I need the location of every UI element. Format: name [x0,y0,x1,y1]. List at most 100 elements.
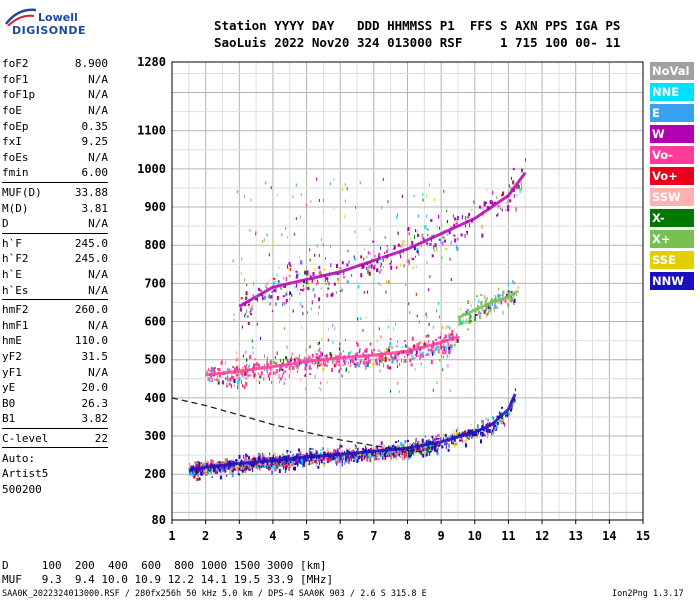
echo-point [285,300,287,304]
echo-point [271,310,273,312]
echo-point [418,320,420,324]
echo-point [260,374,262,377]
param-label: hmE [2,334,22,348]
echo-point [299,215,301,219]
echo-point [300,461,303,466]
echo-point [336,461,338,466]
echo-point [259,375,262,379]
logo-text-digisonde: DIGISONDE [12,24,86,37]
echo-point [454,442,457,446]
echo-point [379,253,381,257]
echo-point [244,463,247,466]
echo-point [305,452,308,456]
echo-point [399,253,402,256]
echo-point [410,350,412,354]
echo-point [379,452,381,455]
echo-point [311,448,314,451]
echo-point [292,195,294,199]
echo-point [349,447,351,450]
echo-point [292,467,295,471]
echo-point [450,348,453,351]
echo-point [285,284,286,288]
echo-point [210,469,213,472]
echo-point [356,341,357,345]
echo-point [408,260,410,265]
echo-point [462,319,464,324]
echo-point [446,354,448,359]
echo-point [285,299,288,302]
y-tick-label: 900 [144,200,166,214]
echo-point [436,448,439,451]
echo-point [240,467,243,471]
echo-point [453,438,456,442]
echo-point [288,366,291,370]
echo-point [315,462,317,467]
echo-point [349,364,351,368]
echo-point [287,465,289,468]
echo-point [287,236,289,239]
echo-point [342,457,344,460]
echo-point [241,463,243,468]
echo-point [289,359,292,362]
echo-point [395,345,398,348]
footer-distance-row: D 100 200 400 600 800 1000 1500 3000 [km… [2,559,327,572]
echo-point [243,467,246,471]
echo-point [275,456,277,461]
echo-point [375,360,377,365]
echo-point [244,312,246,315]
echo-point [387,365,390,370]
echo-point [400,245,402,248]
echo-point [240,307,243,312]
panel-separator [2,181,108,183]
echo-point [435,438,437,440]
echo-point [449,344,452,348]
echo-point [406,450,408,454]
echo-point [407,354,408,357]
echo-point [504,413,507,415]
echo-point [279,463,282,467]
echo-point [290,365,292,367]
echo-point [256,379,258,382]
echo-point [379,270,381,274]
echo-point [291,464,294,467]
echo-point [382,446,384,451]
echo-point [286,358,289,362]
echo-point [466,437,467,441]
echo-point [373,266,375,270]
echo-point [252,303,254,306]
echo-point [227,378,229,383]
echo-point [220,462,221,466]
echo-point [224,465,227,469]
echo-point [456,219,458,223]
echo-point [475,434,478,438]
echo-point [416,250,419,254]
echo-point [210,470,213,475]
echo-point [268,467,271,471]
echo-point [469,223,471,228]
echo-point [247,374,249,378]
echo-point [498,420,501,422]
echo-point [418,341,421,344]
echo-point [438,214,439,219]
echo-point [452,442,455,445]
echo-point [410,237,412,241]
echo-point [473,200,475,204]
echo-point [510,186,513,191]
echo-point [368,453,371,456]
echo-point [481,433,484,437]
echo-point [254,464,256,469]
echo-point [301,326,303,329]
param-value: 3.81 [81,201,109,215]
echo-point [380,451,382,456]
echo-point [386,455,389,457]
echo-point [295,183,297,187]
echo-point [323,210,325,214]
echo-point [428,183,430,187]
echo-point [343,362,346,365]
echo-point [325,355,327,358]
echo-point [246,284,248,286]
echo-point [471,429,473,432]
echo-point [303,287,305,291]
echo-point [237,468,240,472]
echo-point [299,292,301,296]
